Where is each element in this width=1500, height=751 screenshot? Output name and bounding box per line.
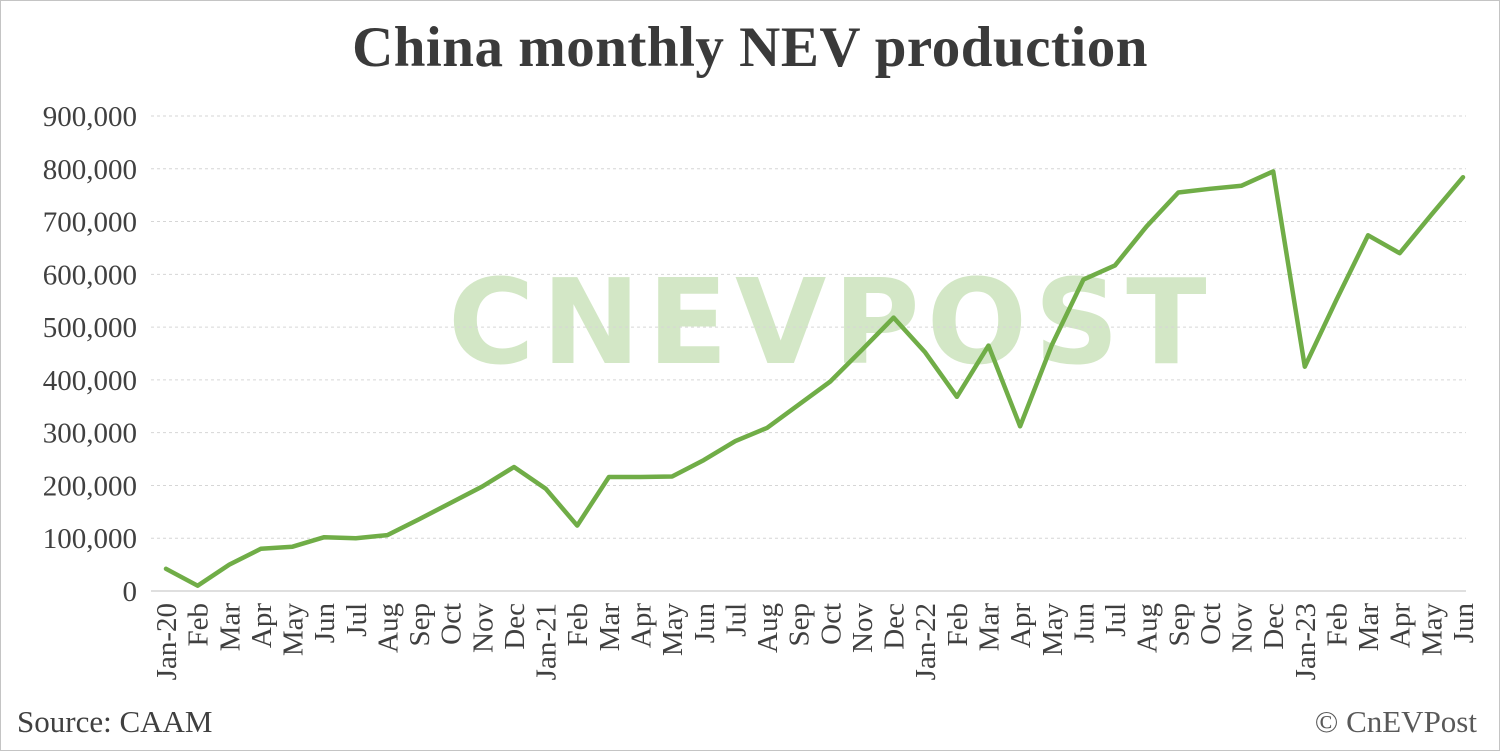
x-tick-label: Jul bbox=[341, 603, 373, 637]
x-tick-label: Jan-20 bbox=[151, 603, 183, 680]
x-tick-label: Jan-23 bbox=[1290, 603, 1322, 680]
x-tick-label: Sep bbox=[404, 603, 436, 647]
x-tick-label: Jun bbox=[1068, 603, 1100, 644]
x-tick-label: Jan-21 bbox=[531, 603, 563, 680]
x-tick-label: Aug bbox=[1132, 603, 1164, 653]
copyright-label: © CnEVPost bbox=[1314, 704, 1477, 739]
x-tick-label: Feb bbox=[562, 603, 594, 647]
x-tick-label: Feb bbox=[1321, 603, 1353, 647]
y-tick-label: 800,000 bbox=[43, 154, 137, 186]
y-tick-label: 0 bbox=[123, 576, 138, 608]
x-tick-label: Apr bbox=[626, 603, 658, 648]
x-tick-label: Dec bbox=[499, 603, 531, 650]
source-label: Source: CAAM bbox=[17, 704, 213, 739]
x-tick-label: Mar bbox=[214, 603, 246, 652]
chart-title: China monthly NEV production bbox=[352, 16, 1148, 79]
y-tick-label: 300,000 bbox=[43, 418, 137, 450]
x-tick-label: Apr bbox=[1385, 603, 1417, 648]
x-tick-label: Aug bbox=[752, 603, 784, 653]
x-tick-label: Sep bbox=[784, 603, 816, 647]
x-tick-label: Jun bbox=[309, 603, 341, 644]
x-tick-label: Oct bbox=[815, 603, 847, 645]
x-tick-label: Feb bbox=[942, 603, 974, 647]
y-tick-label: 400,000 bbox=[43, 365, 137, 397]
x-tick-label: Dec bbox=[879, 603, 911, 650]
x-tick-label: Dec bbox=[1258, 603, 1290, 650]
y-tick-label: 600,000 bbox=[43, 259, 137, 291]
x-tick-label: Oct bbox=[1195, 603, 1227, 645]
x-tick-label: Jul bbox=[1100, 603, 1132, 637]
x-tick-label: May bbox=[278, 603, 310, 657]
cnevpost-watermark: CNEVPOST bbox=[448, 253, 1214, 391]
x-tick-label: Nov bbox=[467, 603, 499, 653]
x-tick-label: Nov bbox=[847, 603, 879, 653]
x-tick-label: Mar bbox=[594, 603, 626, 652]
y-tick-label: 500,000 bbox=[43, 312, 137, 344]
y-tick-label: 100,000 bbox=[43, 523, 137, 555]
x-tick-label: Jan-22 bbox=[910, 603, 942, 680]
x-tick-label: Aug bbox=[372, 603, 404, 653]
x-tick-label: Feb bbox=[183, 603, 215, 647]
x-tick-label: Sep bbox=[1163, 603, 1195, 647]
x-tick-label: Nov bbox=[1227, 603, 1259, 653]
x-tick-label: May bbox=[1037, 603, 1069, 657]
x-tick-label: Jun bbox=[689, 603, 721, 644]
x-tick-label: Jun bbox=[1448, 603, 1480, 644]
x-tick-label: Oct bbox=[436, 603, 468, 645]
x-tick-label: May bbox=[1416, 603, 1448, 657]
x-tick-label: Apr bbox=[1005, 603, 1037, 648]
x-tick-label: May bbox=[657, 603, 689, 657]
y-tick-label: 700,000 bbox=[43, 207, 137, 239]
y-tick-label: 200,000 bbox=[43, 470, 137, 502]
x-tick-label: Jul bbox=[720, 603, 752, 637]
x-tick-label: Apr bbox=[246, 603, 278, 648]
nev-production-series-line bbox=[163, 169, 1466, 588]
x-tick-label: Mar bbox=[1353, 603, 1385, 652]
y-tick-label: 900,000 bbox=[43, 101, 137, 133]
x-tick-label: Mar bbox=[973, 603, 1005, 652]
